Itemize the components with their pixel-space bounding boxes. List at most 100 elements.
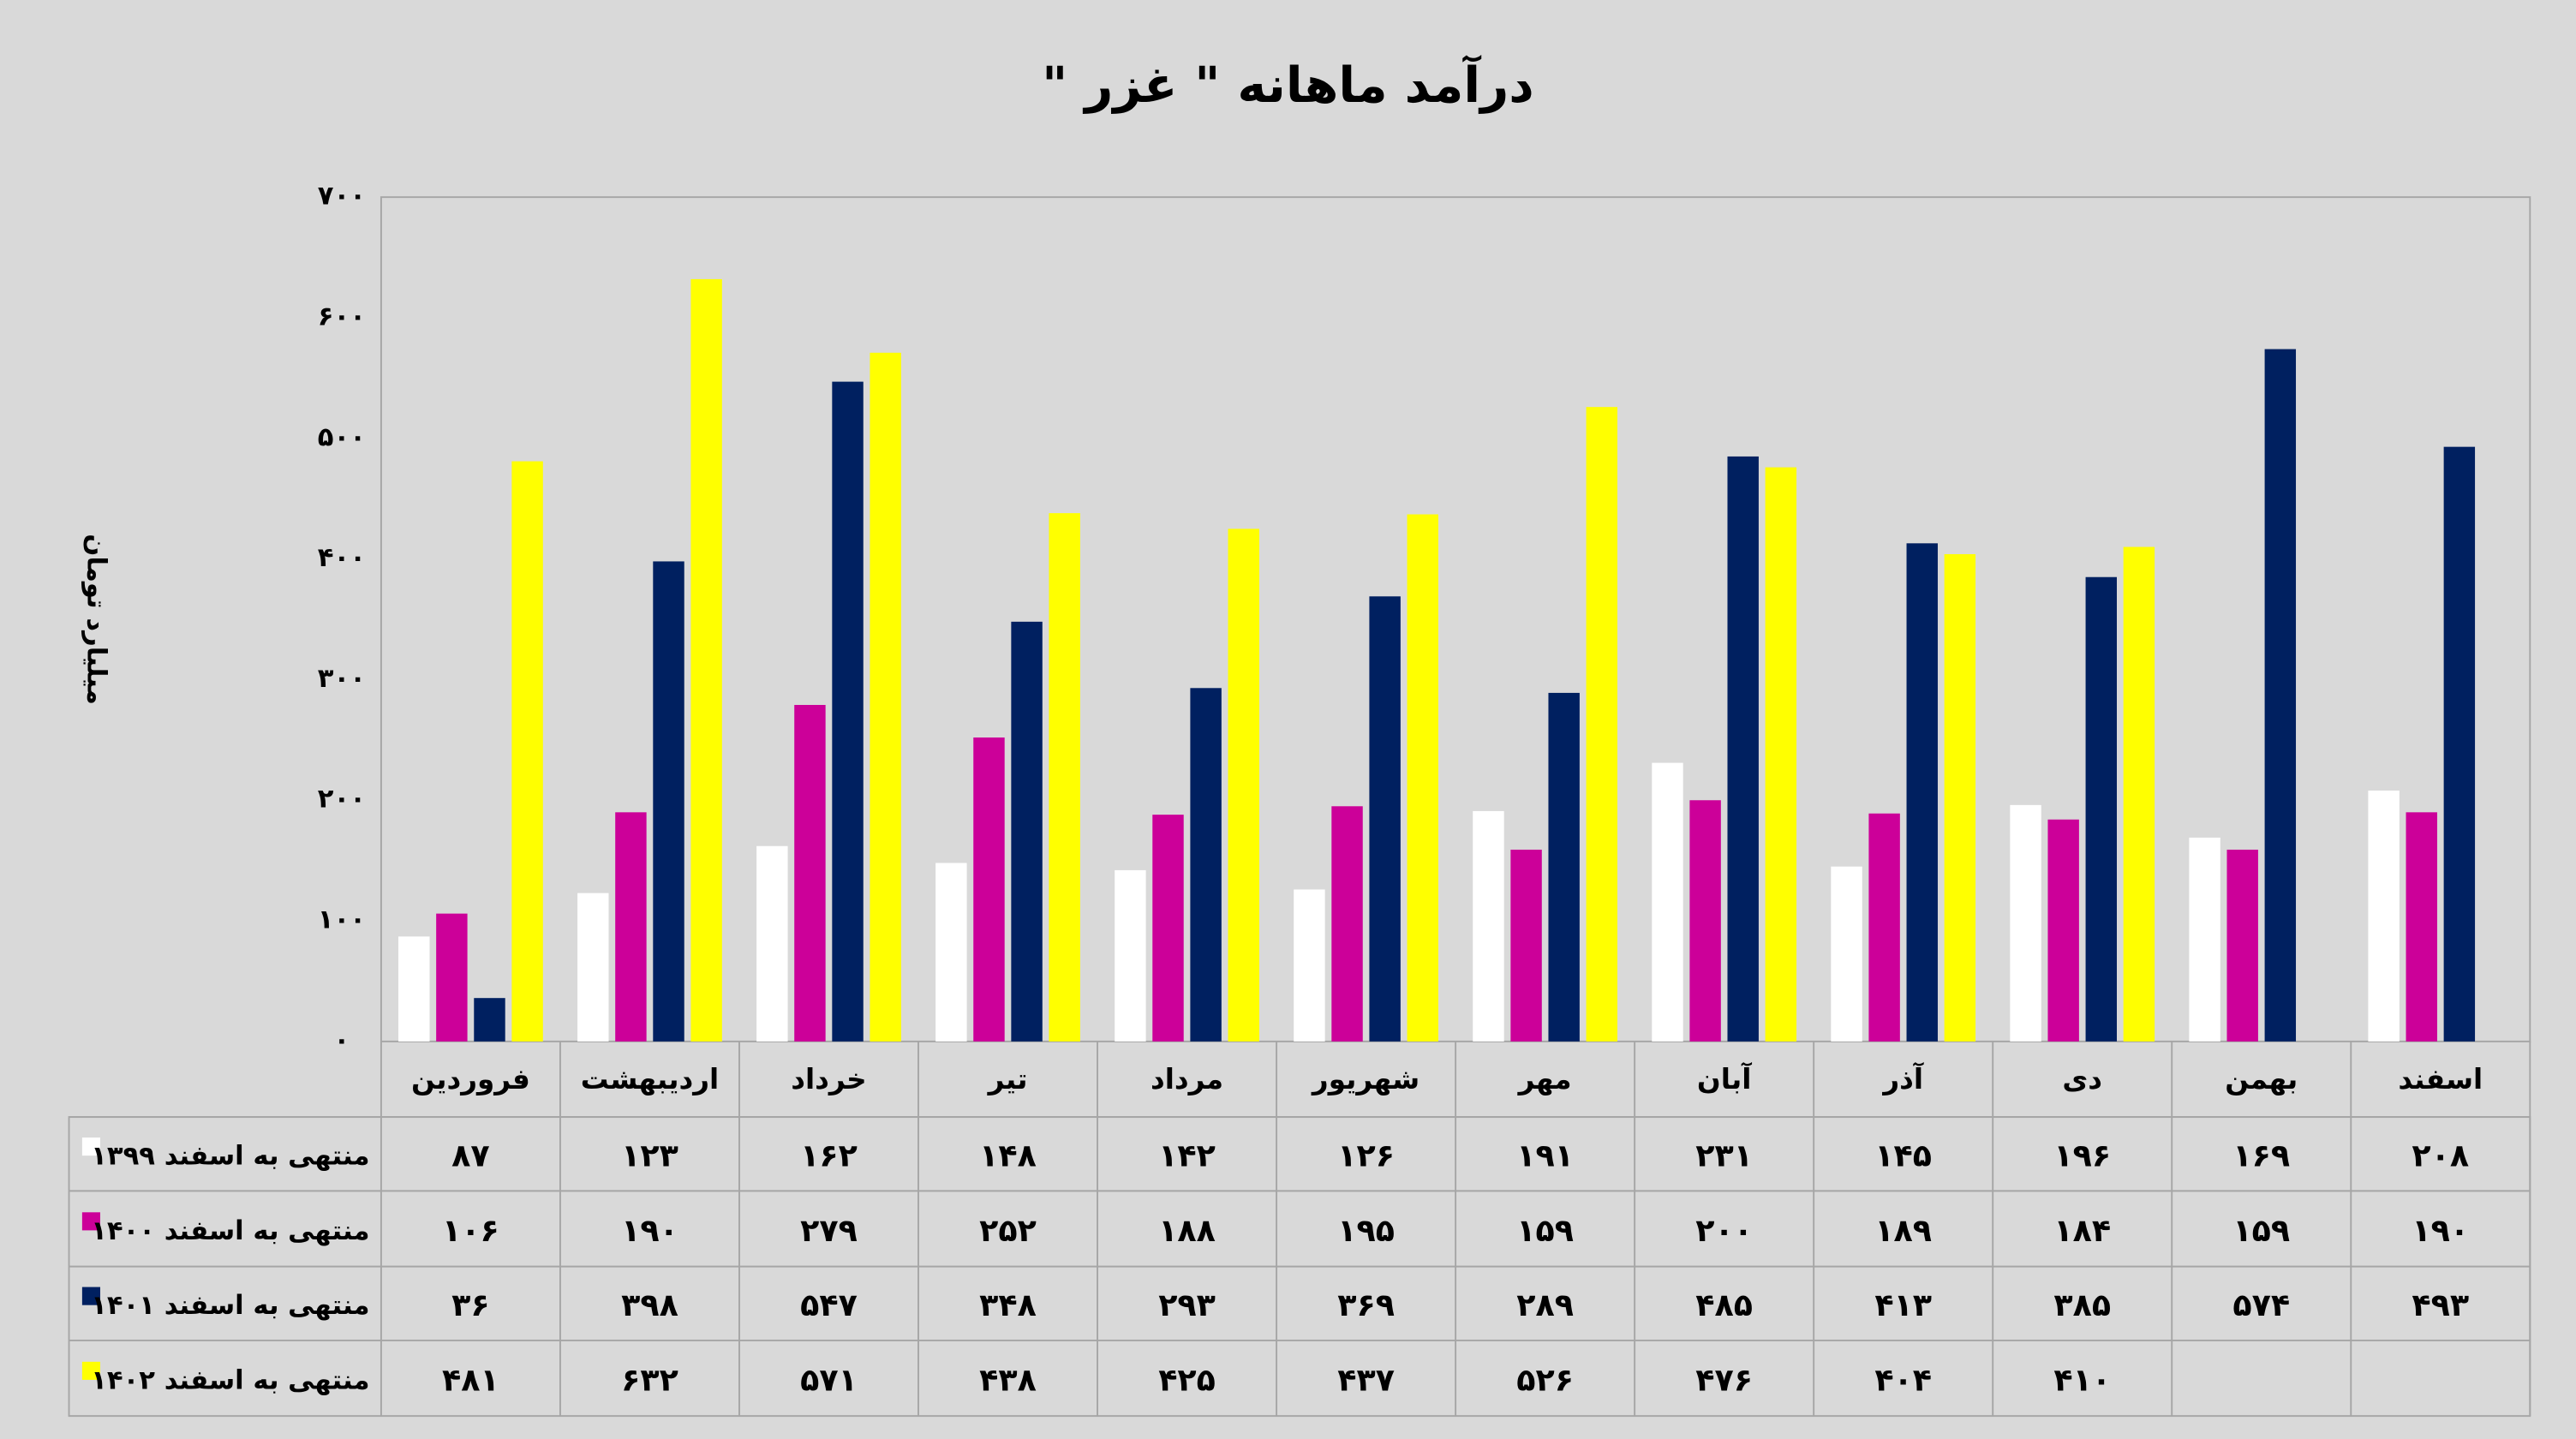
- x-tick-label: فروردین: [411, 1063, 530, 1096]
- x-tick-label: آبان: [1697, 1061, 1752, 1096]
- legend-label: منتهی به اسفند ۱۴۰۰: [91, 1216, 369, 1246]
- x-tick-label: آذر: [1881, 1061, 1923, 1096]
- y-tick-label: ۷۰۰: [318, 182, 366, 212]
- table-value: ۱۹۰: [2412, 1212, 2469, 1249]
- table-value: ۴۱۰: [2053, 1361, 2111, 1398]
- table-value: ۶۳۲: [621, 1361, 678, 1398]
- table-value: ۱۸۴: [2053, 1212, 2111, 1249]
- table-value: ۵۷۴: [2232, 1287, 2290, 1323]
- bar: [615, 812, 647, 1042]
- table-value: ۱۸۸: [1158, 1212, 1216, 1249]
- table-value: ۱۲۳: [621, 1137, 678, 1174]
- x-tick-label: مرداد: [1151, 1063, 1223, 1096]
- bar: [1652, 762, 1683, 1042]
- y-tick-label: ۰: [334, 1025, 350, 1055]
- bar: [1765, 467, 1797, 1042]
- table-value: ۳۹۸: [621, 1287, 678, 1323]
- bar: [2010, 804, 2041, 1042]
- bar: [2085, 576, 2117, 1042]
- bar: [870, 352, 901, 1042]
- table-value: ۱۹۱: [1516, 1137, 1574, 1174]
- table-value: ۱۹۰: [621, 1212, 678, 1249]
- legend-swatch: [81, 1137, 100, 1156]
- bar: [398, 936, 430, 1042]
- table-value: ۲۳۱: [1695, 1137, 1753, 1174]
- table-value: ۴۳۷: [1337, 1361, 1395, 1398]
- legend-swatch: [81, 1212, 100, 1231]
- y-tick-label: ۴۰۰: [318, 543, 366, 573]
- y-tick-label: ۳۰۰: [318, 664, 366, 694]
- bar: [1548, 692, 1580, 1042]
- table-value: ۳۶۹: [1337, 1287, 1395, 1323]
- y-tick-label: ۱۰۰: [318, 905, 366, 935]
- table-value: ۱۵۹: [2232, 1212, 2290, 1249]
- table-value: ۱۹۵: [1337, 1212, 1395, 1249]
- legend-swatch: [81, 1287, 100, 1305]
- bar: [1407, 514, 1438, 1042]
- table-value: ۴۹۳: [2412, 1287, 2469, 1323]
- table-value: ۱۴۲: [1158, 1137, 1216, 1174]
- bar: [1473, 810, 1504, 1042]
- table-value: ۱۴۵: [1874, 1137, 1932, 1174]
- table-value: ۴۰۴: [1874, 1361, 1932, 1398]
- bar: [973, 737, 1005, 1042]
- bar: [1228, 528, 1259, 1042]
- bar: [2368, 790, 2400, 1042]
- bar: [653, 561, 684, 1042]
- x-tick-label: بهمن: [2225, 1063, 2298, 1096]
- x-tick-label: اردیبهشت: [581, 1063, 719, 1096]
- table-value: ۴۲۵: [1158, 1361, 1216, 1398]
- bar: [2406, 812, 2437, 1042]
- table-value: ۱۰۶: [442, 1212, 499, 1249]
- bar: [1689, 800, 1721, 1042]
- table-value: ۵۲۶: [1516, 1361, 1574, 1398]
- bar: [832, 381, 864, 1042]
- legend-label: منتهی به اسفند ۱۴۰۲: [91, 1365, 369, 1395]
- x-tick-label: مهر: [1517, 1063, 1572, 1096]
- bar: [1190, 688, 1222, 1042]
- table-value: ۲۸۹: [1516, 1287, 1574, 1323]
- table-value: ۲۵۲: [979, 1212, 1037, 1249]
- table-value: ۸۷: [451, 1137, 489, 1174]
- bar: [1586, 407, 1618, 1042]
- table-value: ۳۴۸: [979, 1287, 1037, 1323]
- legend-label: منتهی به اسفند ۱۴۰۱: [91, 1291, 369, 1321]
- x-tick-label: شهریور: [1311, 1063, 1419, 1096]
- y-tick-label: ۵۰۰: [318, 422, 366, 452]
- legend-swatch: [81, 1361, 100, 1380]
- table-value: ۲۹۳: [1158, 1287, 1216, 1323]
- x-tick-label: دی: [2062, 1063, 2102, 1096]
- bar: [2123, 546, 2155, 1042]
- bar: [1369, 596, 1401, 1042]
- bar: [1906, 543, 1938, 1042]
- chart-title: درآمد ماهانه " غزر ": [1042, 54, 1534, 114]
- bar: [2047, 819, 2079, 1042]
- bar: [1294, 889, 1325, 1042]
- table-value: ۳۸۵: [2053, 1287, 2111, 1323]
- legend-label: منتهی به اسفند ۱۳۹۹: [91, 1142, 369, 1172]
- bar: [474, 998, 505, 1042]
- table-value: ۱۲۶: [1337, 1137, 1395, 1174]
- table-value: ۱۸۹: [1874, 1212, 1932, 1249]
- bar: [756, 845, 788, 1042]
- bar: [1831, 866, 1862, 1042]
- y-tick-label: ۶۰۰: [318, 302, 366, 331]
- bar: [1115, 869, 1146, 1042]
- table-value: ۱۴۸: [979, 1137, 1037, 1174]
- bar: [935, 863, 967, 1042]
- bar: [577, 893, 609, 1042]
- table-value: ۳۶: [451, 1287, 489, 1323]
- table-value: ۲۰۰: [1695, 1212, 1753, 1249]
- y-axis-label: میلیارد تومان: [81, 534, 111, 705]
- bar: [2443, 446, 2476, 1042]
- table-value: ۲۷۹: [800, 1212, 858, 1249]
- table-value: ۱۹۶: [2053, 1137, 2111, 1174]
- y-tick-label: ۲۰۰: [318, 785, 366, 815]
- bar: [1944, 553, 1976, 1042]
- table-value: ۴۸۵: [1695, 1287, 1753, 1323]
- x-tick-label: تیر: [987, 1063, 1028, 1096]
- table-value: ۴۷۶: [1695, 1361, 1753, 1398]
